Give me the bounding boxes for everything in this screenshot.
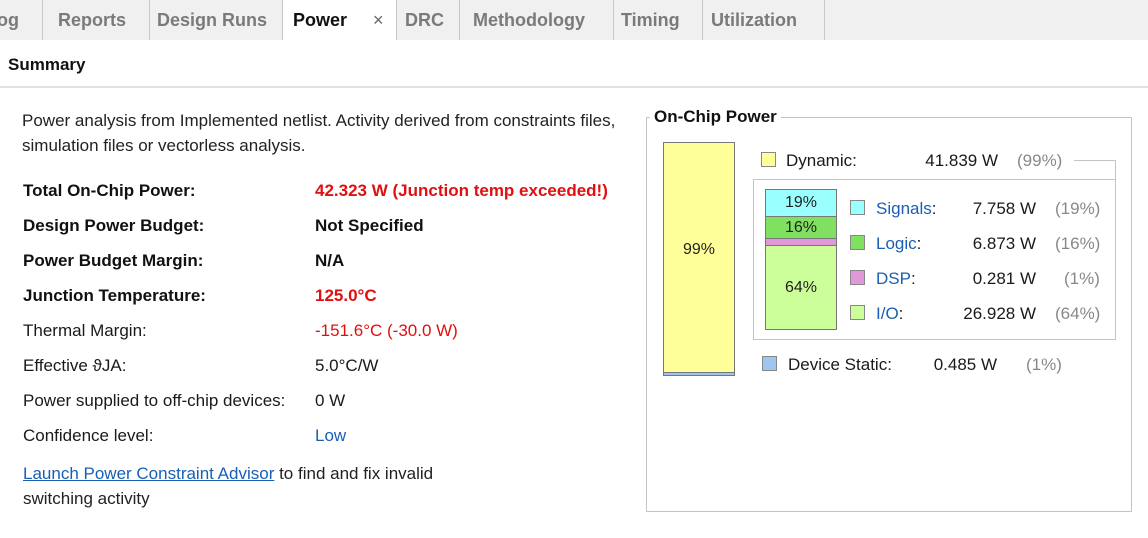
- budget-margin-label: Power Budget Margin:: [23, 251, 204, 270]
- dynamic-value: 41.839 W: [925, 151, 998, 170]
- io-link[interactable]: I/O: [876, 304, 899, 323]
- dsp-segment: [766, 238, 836, 245]
- signals-swatch: [850, 200, 865, 215]
- tab-reports-label: Reports: [58, 10, 127, 30]
- confidence-label: Confidence level:: [23, 426, 154, 445]
- summary-title: Summary: [8, 55, 86, 74]
- signals-legend: Signals:: [876, 199, 937, 218]
- theta-ja-value: 5.0°C/W: [315, 356, 379, 375]
- total-power-label: Total On-Chip Power:: [23, 181, 196, 200]
- device-static-swatch: [762, 356, 777, 371]
- tab-timing-label: Timing: [621, 10, 680, 30]
- power-budget-value: Not Specified: [315, 216, 424, 235]
- tab-design-runs-label: Design Runs: [157, 10, 268, 30]
- budget-margin-value: N/A: [315, 251, 345, 270]
- tab-reports[interactable]: Reports: [43, 0, 150, 40]
- dsp-swatch: [850, 270, 865, 285]
- dynamic-breakdown-group: [753, 179, 1116, 340]
- launch-advisor-link[interactable]: Launch Power Constraint Advisor: [23, 464, 275, 483]
- tab-timing[interactable]: Timing: [614, 0, 703, 40]
- logic-swatch: [850, 235, 865, 250]
- logic-legend: Logic:: [876, 234, 922, 253]
- logic-pct: (16%): [1055, 234, 1101, 253]
- tab-drc-label: DRC: [405, 10, 444, 30]
- dynamic-connector: [1074, 160, 1116, 161]
- dsp-link[interactable]: DSP: [876, 269, 911, 288]
- device-static-pct: (1%): [1026, 355, 1062, 374]
- tab-methodology-label: Methodology: [473, 10, 585, 30]
- on-chip-power-panel: [646, 117, 1132, 512]
- dsp-pct: (1%): [1064, 269, 1100, 288]
- io-segment: 64%: [766, 245, 836, 329]
- confidence-link[interactable]: Low: [315, 426, 347, 445]
- logic-value: 6.873 W: [972, 234, 1036, 253]
- dynamic-label: Dynamic:: [786, 151, 857, 170]
- signals-pct: (19%): [1055, 199, 1101, 218]
- on-chip-power-title: On-Chip Power: [650, 107, 781, 127]
- tab-log-label: Log: [0, 10, 19, 30]
- logic-segment-label: 16%: [784, 219, 818, 236]
- signals-link[interactable]: Signals: [876, 199, 932, 218]
- dynamic-segment: 99%: [664, 143, 734, 372]
- tab-bar: Log Reports Design Runs Power × DRC Meth…: [0, 0, 1148, 41]
- io-value: 26.928 W: [963, 304, 1036, 323]
- tab-methodology[interactable]: Methodology: [460, 0, 614, 40]
- tab-power-label: Power: [293, 10, 348, 30]
- power-budget-label: Design Power Budget:: [23, 216, 205, 235]
- dsp-legend: DSP:: [876, 269, 916, 288]
- signals-segment: 19%: [766, 190, 836, 216]
- thermal-margin-label: Thermal Margin:: [23, 321, 147, 340]
- tab-utilization[interactable]: Utilization: [703, 0, 825, 40]
- summary-header: Summary: [0, 40, 1148, 88]
- thermal-margin-value: -151.6°C (-30.0 W): [315, 321, 458, 340]
- advisor-text: Launch Power Constraint Advisor to find …: [23, 461, 443, 511]
- signals-segment-label: 19%: [784, 194, 818, 211]
- tab-power[interactable]: Power ×: [283, 0, 397, 41]
- io-segment-label: 64%: [784, 279, 818, 296]
- off-chip-label: Power supplied to off-chip devices:: [23, 391, 286, 410]
- dsp-value: 0.281 W: [972, 269, 1036, 288]
- dynamic-connector-vertical: [1115, 160, 1116, 180]
- dynamic-pct: (99%): [1017, 151, 1063, 170]
- device-static-label: Device Static:: [788, 355, 892, 374]
- logic-segment: 16%: [766, 216, 836, 238]
- logic-link[interactable]: Logic: [876, 234, 917, 253]
- tab-log[interactable]: Log: [0, 0, 43, 40]
- off-chip-value: 0 W: [315, 391, 346, 410]
- tab-design-runs[interactable]: Design Runs: [150, 0, 283, 40]
- static-segment: [664, 372, 734, 375]
- io-pct: (64%): [1055, 304, 1101, 323]
- signals-value: 7.758 W: [972, 199, 1036, 218]
- advisor-suffix: to find and fix invalid switching activi…: [23, 464, 434, 508]
- theta-ja-label: Effective ϑJA:: [23, 356, 127, 375]
- tab-utilization-label: Utilization: [711, 10, 797, 30]
- close-icon[interactable]: ×: [373, 10, 384, 30]
- dynamic-swatch: [761, 152, 776, 167]
- tab-drc[interactable]: DRC: [397, 0, 460, 40]
- total-power-bar: 99%: [663, 142, 735, 376]
- io-swatch: [850, 305, 865, 320]
- total-power-value: 42.323 W (Junction temp exceeded!): [315, 181, 608, 200]
- intro-text: Power analysis from Implemented netlist.…: [22, 111, 616, 155]
- dynamic-breakdown-bar: 19% 16% 64%: [765, 189, 837, 330]
- junction-temp-value: 125.0°C: [315, 286, 377, 305]
- dynamic-segment-label: 99%: [682, 241, 716, 258]
- device-static-value: 0.485 W: [933, 355, 997, 374]
- junction-temp-label: Junction Temperature:: [23, 286, 206, 305]
- io-legend: I/O:: [876, 304, 904, 323]
